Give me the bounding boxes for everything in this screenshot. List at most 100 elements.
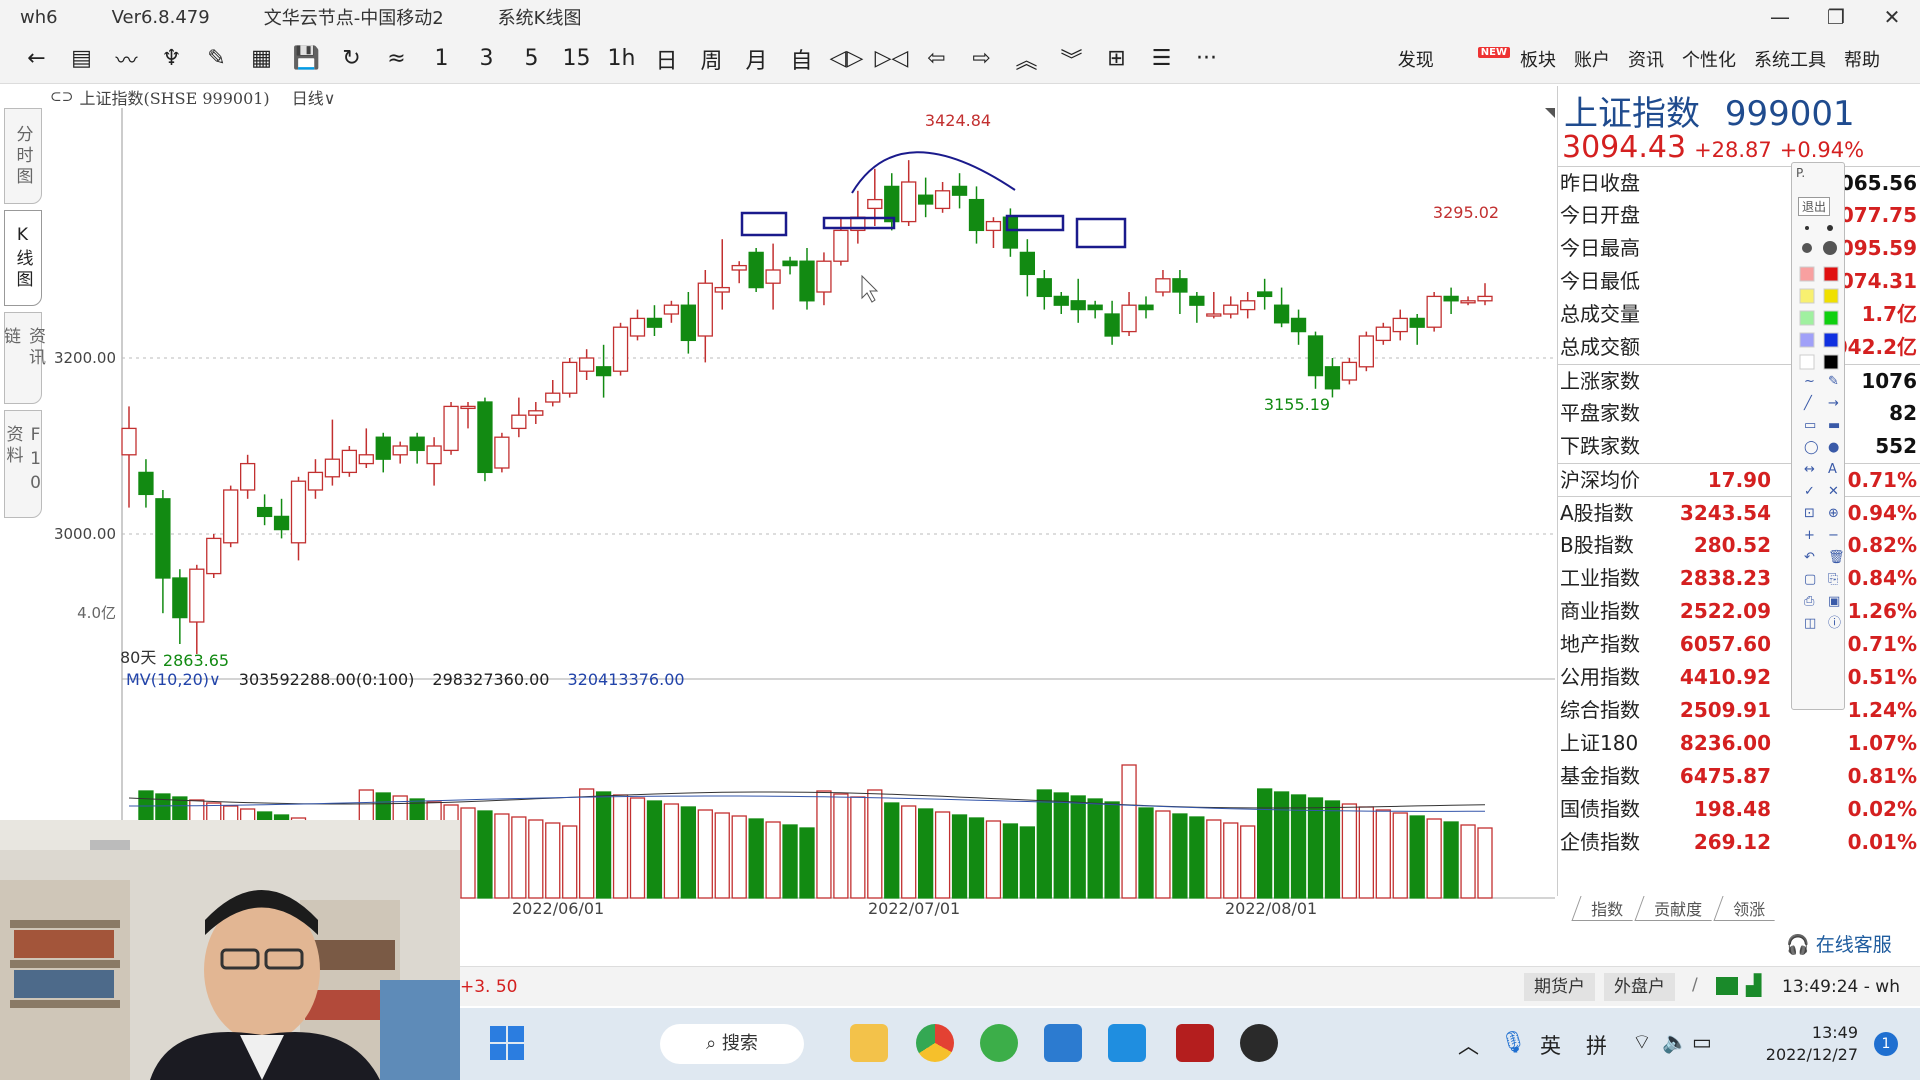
candle-body [833,229,849,262]
volume-bar [1477,827,1493,899]
period-button[interactable]: 15 [562,46,591,71]
panel-tab[interactable]: 领涨 [1713,896,1784,921]
menu-item[interactable]: 资讯 [1628,46,1664,72]
period-button[interactable]: 月 [745,48,768,74]
quote-mid: 8236.00 [1679,731,1771,755]
taskbar-search[interactable]: ⌕ 搜索 [660,1024,804,1064]
wifi-icon[interactable]: ⌔ [1632,1030,1652,1054]
back-icon[interactable]: ← [27,46,46,71]
menu-item[interactable]: 个性化 [1682,46,1736,72]
index-name: 上证指数 [1564,94,1700,134]
more-icon[interactable]: ··· [1196,46,1217,71]
minimize-icon[interactable]: — [1770,5,1790,29]
compare-icon[interactable]: ≈ [387,46,406,71]
left-tab[interactable]: F10资料 [3,410,46,518]
wh6-icon[interactable] [1176,1024,1214,1062]
futures-account-button[interactable]: 期货户 [1524,973,1595,1001]
link-icon[interactable]: ⊂⊃ [50,89,74,105]
taskbar-clock[interactable]: 13:49 2022/12/27 [1766,1022,1858,1066]
photos-icon[interactable] [1044,1024,1082,1062]
battery-icon[interactable]: ▭ [1692,1030,1712,1054]
candle-body [477,401,493,474]
left-tab[interactable]: 资讯链 [0,312,45,404]
volume-bar [1104,801,1120,899]
draw-icon[interactable]: ✎ [207,46,226,71]
grid-icon[interactable]: ▦ [251,46,272,71]
shrink-icon[interactable]: ▷◁ [874,46,909,71]
down-icon[interactable]: ︾ [1060,48,1083,74]
chevron-up-icon[interactable]: ︿ [1458,1034,1479,1058]
volume-bar [1426,818,1442,899]
restore-icon[interactable]: ❐ [1827,5,1845,29]
right-icon[interactable]: ⇨ [972,46,991,71]
file-explorer-icon[interactable] [850,1024,888,1062]
menu-item[interactable]: 板块 [1520,46,1556,72]
dot-large-icon [1802,243,1812,253]
menu-item[interactable]: 帮助 [1844,46,1880,72]
list-icon[interactable]: ▤ [71,46,92,71]
foreign-account-button[interactable]: 外盘户 [1604,973,1675,1001]
up-icon[interactable]: ︽ [1015,48,1038,74]
volume-bar [1341,803,1358,899]
mv-label[interactable]: MV(10,20)∨ [126,670,221,689]
menu-item[interactable]: 发现 NEW [1398,46,1510,72]
left-icon[interactable]: ⇦ [927,46,946,71]
pin-label[interactable]: P. [1796,166,1806,180]
ime-lang[interactable]: 英 [1540,1034,1561,1058]
quote-value: 1.24% [1847,698,1917,722]
candle-body [1443,295,1459,302]
quote-row: 总成交量 1.7亿 [1558,298,1920,331]
notification-badge[interactable]: 1 [1874,1032,1898,1056]
index-code: 999001 [1724,94,1855,134]
period-button[interactable]: 自 [790,48,813,74]
quote-key: 平盘家数 [1560,401,1640,425]
period-select[interactable]: 日线∨ [292,85,336,109]
left-tab[interactable]: K线图 [4,210,42,306]
close-icon[interactable]: ✕ [1883,5,1901,29]
candle-body [1273,304,1290,324]
obs-icon[interactable] [1240,1024,1278,1062]
candle-body [392,445,408,456]
candle-body [256,506,273,518]
period-button[interactable]: 3 [479,46,494,71]
period-button[interactable]: 1 [434,46,449,71]
volume-icon[interactable]: 🔈 [1662,1030,1689,1054]
trend-icon[interactable]: 〰 [115,48,138,74]
quote-value: 0.84% [1847,566,1917,590]
period-button[interactable]: 1h [607,46,636,71]
volume-bar [918,808,934,899]
panel-tab[interactable]: 贡献度 [1634,896,1721,921]
save-icon[interactable]: 💾 [292,46,321,71]
dot-medium-icon [1827,225,1833,231]
quote-key: 总成交额 [1560,335,1640,359]
range-label: 80天 [120,648,156,667]
palette-tool-icon: ▬ [1828,418,1840,433]
period-button[interactable]: 日 [655,48,678,74]
left-tab[interactable]: 分时图 [4,108,42,204]
ime-mode[interactable]: 拼 [1586,1034,1607,1058]
kline-icon[interactable]: ♆ [161,46,182,71]
expand-icon[interactable]: ◁▷ [829,46,864,71]
refresh-icon[interactable]: ↻ [342,46,361,71]
layout-icon[interactable]: ⊞ [1107,46,1126,71]
candle-body [189,568,205,623]
quote-value: 552 [1875,434,1917,458]
online-service[interactable]: 🎧 在线客服 [1786,930,1892,957]
edge-icon[interactable] [980,1024,1018,1062]
period-button[interactable]: 5 [524,46,539,71]
period-button[interactable]: 周 [700,48,723,74]
kline-chart[interactable]: 3200.00 3000.00 4.0亿 3424.84 3295.02 3155.19 2… [0,108,1555,908]
candle-body [307,471,324,491]
chrome-icon[interactable] [916,1024,954,1062]
quote-key: 基金指数 [1560,764,1640,788]
text-icon[interactable]: ☰ [1151,46,1172,71]
menu-item[interactable]: 账户 [1574,46,1610,72]
menu-item[interactable]: 系统工具 [1754,46,1826,72]
meeting-icon[interactable] [1108,1024,1146,1062]
microphone-icon[interactable]: 🎙 [1500,1030,1527,1054]
panel-tab[interactable]: 指数 [1571,896,1642,921]
volume-bar [612,794,629,899]
exit-button[interactable]: 退出 [1798,197,1831,216]
start-icon[interactable] [488,1024,526,1062]
quote-row: 上涨家数 1076 [1558,364,1920,397]
